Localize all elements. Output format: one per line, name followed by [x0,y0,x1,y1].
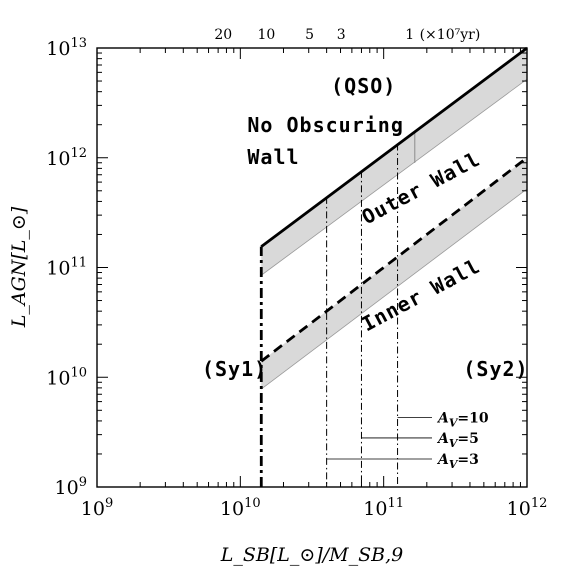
y-tick-label: 1010 [46,365,87,389]
top-axis-label: 3 [337,27,346,43]
top-axis-label: 10 [257,27,275,43]
shaded-band-2 [261,157,527,390]
y-tick-label: 1013 [46,36,87,60]
shaded-band-1 [261,48,527,276]
x-tick-label: 109 [81,496,113,520]
shaded-bands [261,48,528,390]
y-tick-label: 1012 [46,146,87,170]
annotation-1: (QSO) [331,74,396,98]
series-line-2 [260,156,528,363]
x-axis-title: L_SB[L_⊙]/M_SB,9 [220,544,403,566]
axis-titles: L_SB[L_⊙]/M_SB,9 L_AGN[L_⊙] [8,206,403,566]
annotation-2: No Obscuring [247,113,404,137]
av-label-2: AV=5 [436,431,479,450]
x-tick-label: 1010 [220,496,261,520]
band-lower-edge-1 [261,78,528,276]
av-label-3: AV=10 [436,410,489,429]
x-tick-label: 1011 [363,496,404,520]
band-lower-edge-2 [261,188,528,390]
top-axis-label: 5 [305,27,314,43]
series-line-1 [260,46,528,248]
top-axis-unit: (×10⁷yr) [420,27,481,43]
top-axis-label: 1 [405,27,414,43]
av-label-1: AV=3 [436,452,479,471]
annotation-5: (Sy2) [463,357,528,381]
top-axis-label: 20 [214,27,232,43]
series-lines [259,46,528,487]
annotation-3: Wall [247,145,299,169]
tick-labels: 109 1010 1011 1012 109 1010 1011 1012 1013 20 10 5 3… [46,27,547,520]
y-axis-title: L_AGN[L_⊙] [8,206,30,328]
y-tick-label: 109 [55,475,87,499]
y-tick-label: 1011 [46,256,87,280]
vertical-lines: AV=3 AV=5 AV=10 [326,131,489,487]
annotation-4: (Sy1) [202,357,267,381]
axis-ticks [96,47,528,488]
x-tick-label: 1012 [507,496,548,520]
